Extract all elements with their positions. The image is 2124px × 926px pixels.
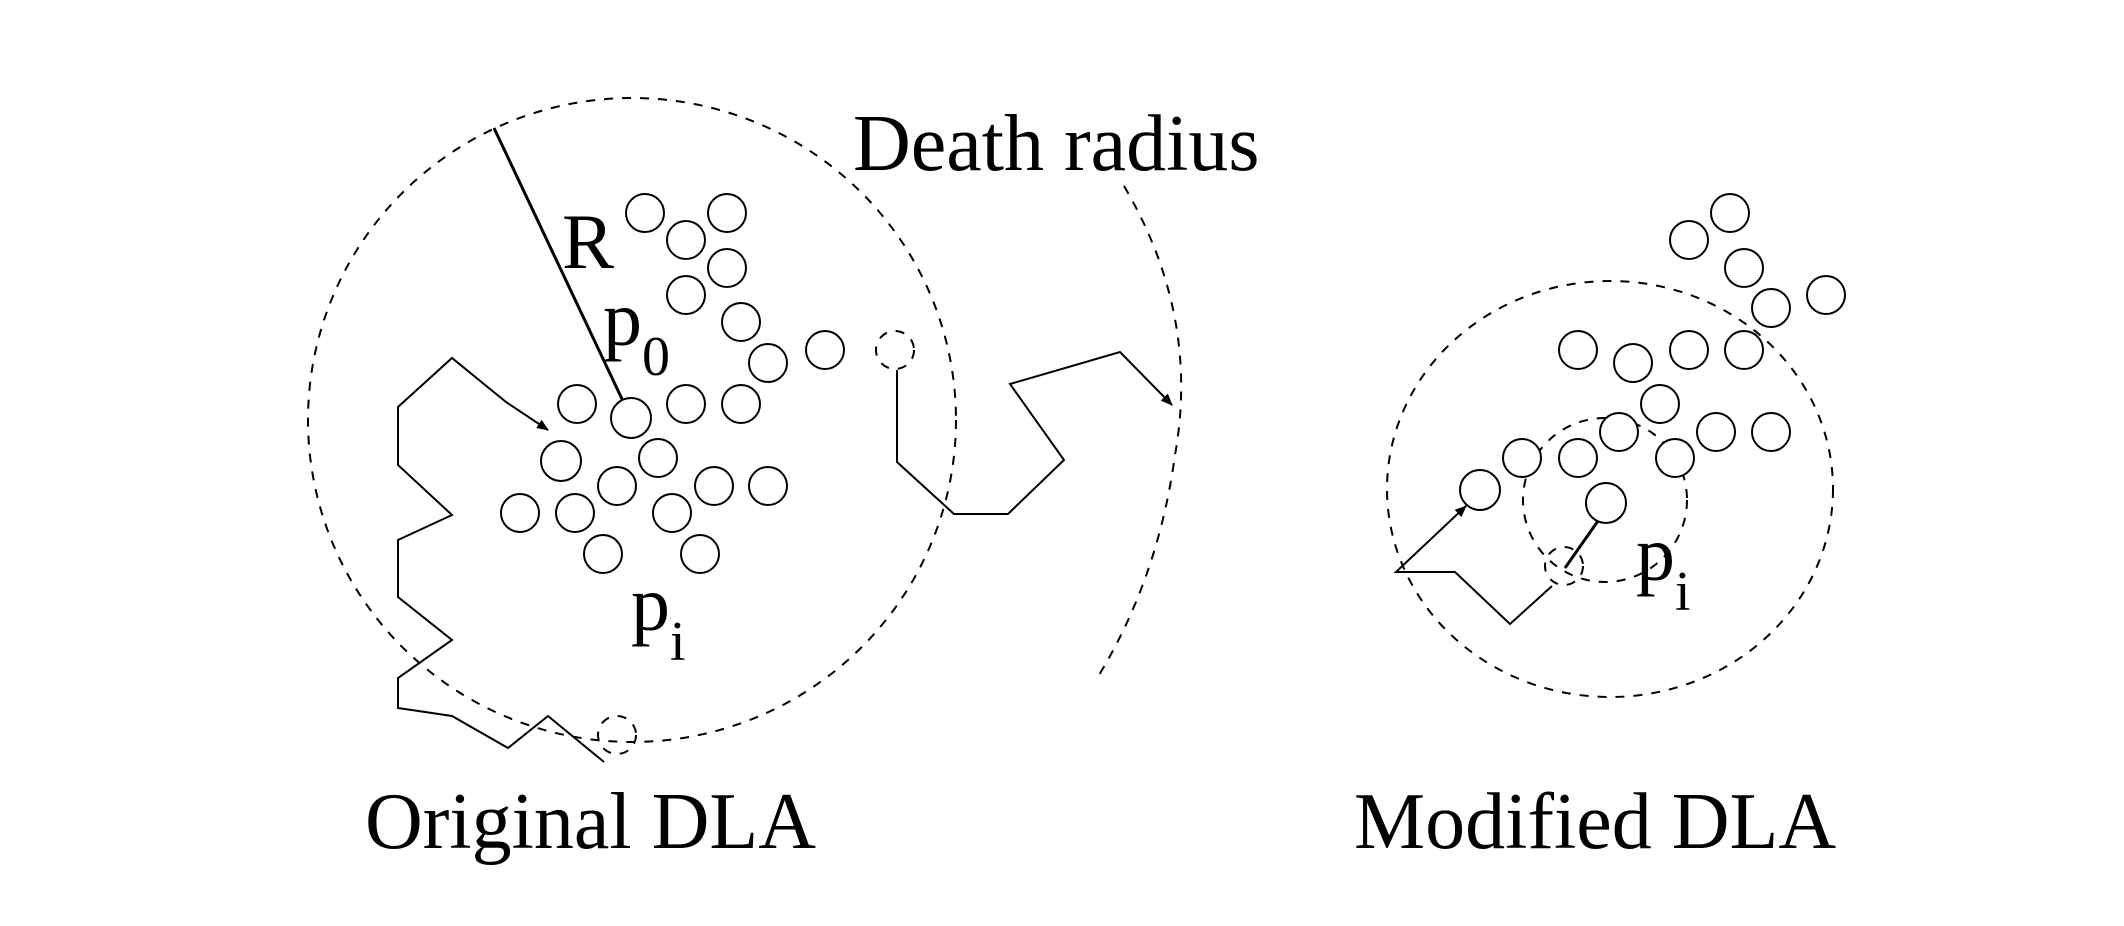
cluster-particle	[597, 466, 637, 506]
original-dla-panel: Death radius R p0 pi Original DLA	[307, 97, 1260, 866]
outer-random-walk	[896, 350, 1173, 515]
cluster-particle	[1558, 438, 1598, 478]
modified-launch-circle	[1386, 280, 1834, 698]
particle-modified	[1585, 482, 1627, 524]
modified-dla-panel: pi Modified DLA	[1354, 193, 1846, 866]
cluster-particle	[583, 534, 623, 574]
cluster-particle	[1724, 330, 1764, 370]
radius-label: R	[562, 198, 614, 285]
original-launch-circle	[307, 97, 957, 743]
launch-point-particle	[597, 715, 637, 755]
cluster-particle	[1655, 438, 1695, 478]
cluster-particle	[1502, 438, 1542, 478]
cluster-particle	[1669, 220, 1709, 260]
cluster-particle	[721, 302, 761, 342]
seed-particle-label: p0	[603, 275, 670, 388]
cluster-particle	[1751, 412, 1791, 452]
cluster-particle	[1640, 384, 1680, 424]
cluster-particle	[707, 248, 747, 288]
cluster-particle	[707, 193, 747, 233]
cluster-particle	[1599, 412, 1639, 452]
inner-random-walk	[397, 356, 605, 763]
modified-cluster	[1502, 193, 1846, 478]
cluster-particle	[1669, 330, 1709, 370]
launch-point-particle	[1544, 546, 1584, 586]
cluster-particle	[557, 384, 597, 424]
modified-random-walk	[1393, 505, 1553, 626]
original-cluster	[500, 193, 845, 574]
cluster-particle	[500, 493, 540, 533]
walking-particle-original	[540, 440, 582, 482]
cluster-particle	[748, 466, 788, 506]
particle-label-modified: pi	[1636, 510, 1691, 623]
modified-dla-title: Modified DLA	[1354, 778, 1836, 866]
cluster-particle	[1558, 330, 1598, 370]
particle-label-original: pi	[631, 560, 686, 673]
cluster-particle	[721, 384, 761, 424]
walking-particle-modified	[1459, 469, 1501, 511]
original-dla-title: Original DLA	[365, 778, 816, 866]
cluster-particle	[805, 330, 845, 370]
cluster-particle	[1613, 343, 1653, 383]
short-release-line	[1563, 517, 1602, 569]
cluster-particle	[555, 493, 595, 533]
cluster-particle	[1696, 412, 1736, 452]
radius-line	[492, 127, 632, 417]
cluster-particle	[625, 193, 665, 233]
cluster-particle	[666, 384, 706, 424]
cluster-particle	[666, 275, 706, 315]
cluster-particle	[694, 466, 734, 506]
seed-particle-original	[610, 397, 652, 439]
cluster-particle	[1806, 275, 1846, 315]
death-radius-arc	[1095, 185, 1183, 681]
cluster-particle	[680, 534, 720, 574]
cluster-particle	[1751, 288, 1791, 328]
cluster-particle	[666, 220, 706, 260]
cluster-particle	[1710, 193, 1750, 233]
cluster-particle	[638, 438, 678, 478]
launch-point-particle	[875, 330, 915, 370]
cluster-particle	[652, 493, 692, 533]
cluster-particle	[1724, 248, 1764, 288]
cluster-particle	[748, 343, 788, 383]
death-radius-label: Death radius	[853, 100, 1260, 188]
